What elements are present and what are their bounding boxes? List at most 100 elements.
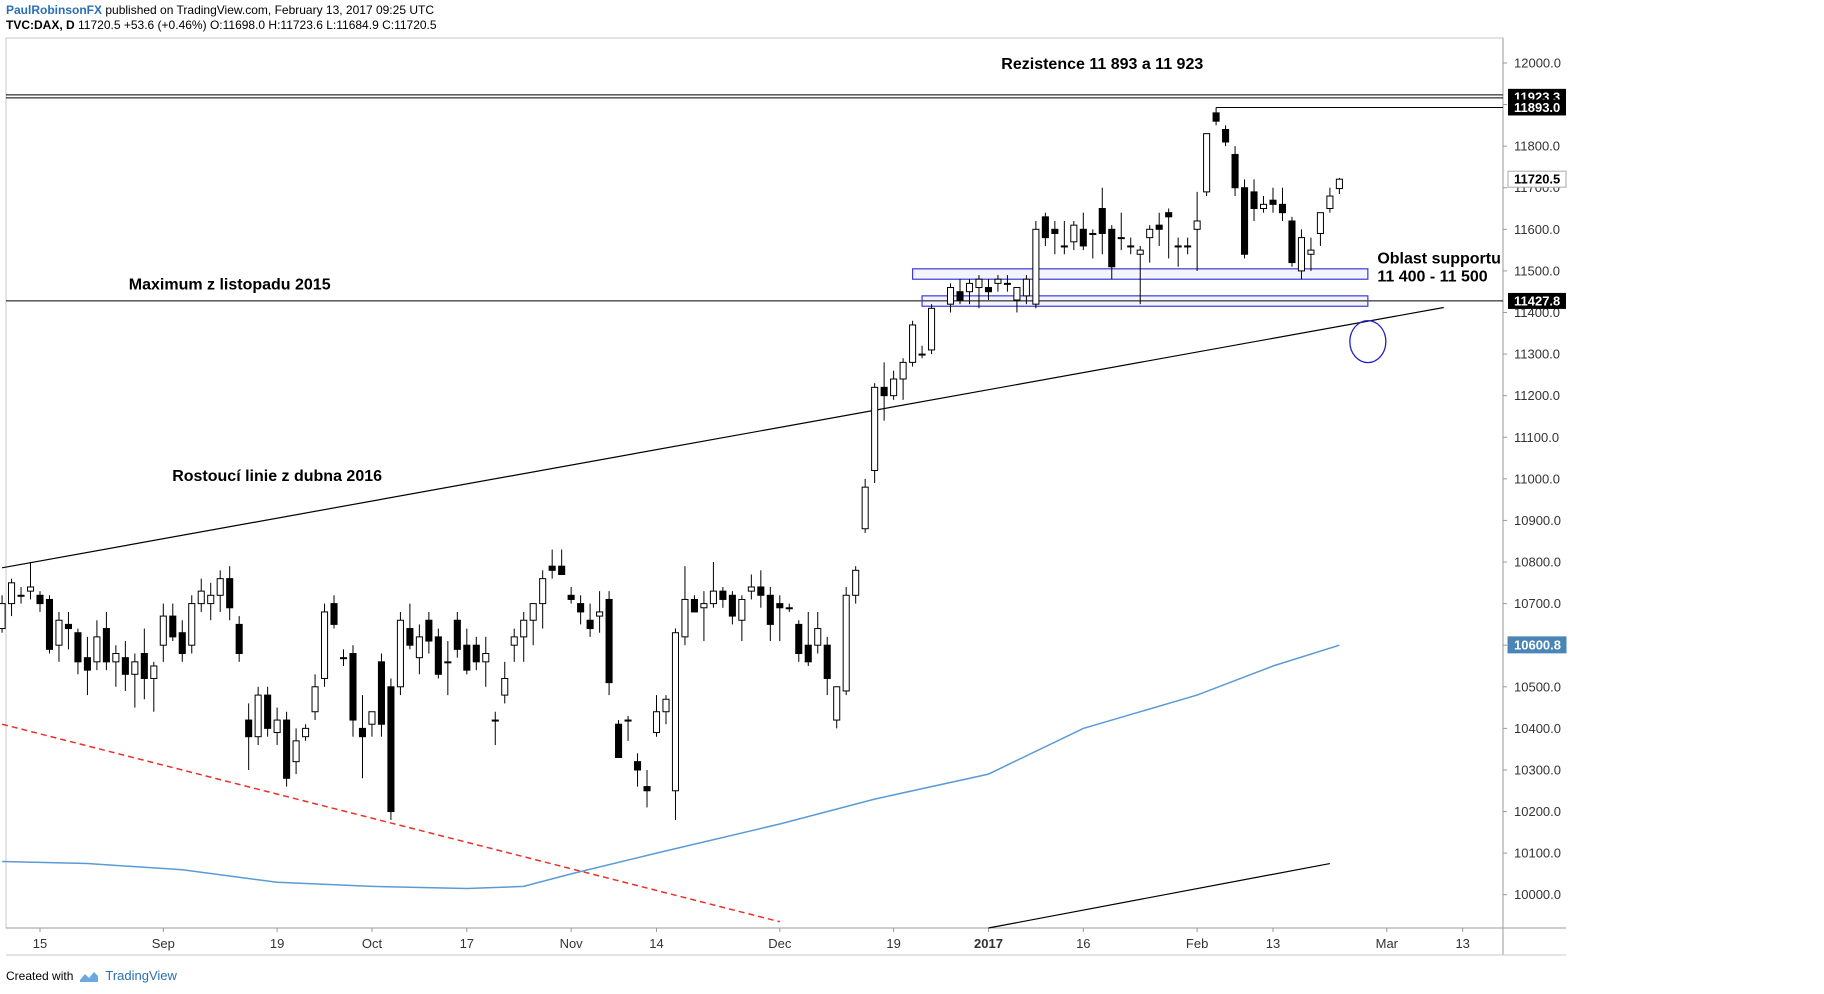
candle-body [131,661,139,675]
candle [330,595,338,629]
x-tick-label: 19 [886,936,900,951]
candle [472,636,480,671]
candle [406,603,414,650]
candle [264,686,272,737]
candle-body [766,594,774,625]
candle [1316,212,1324,246]
candle-body [1041,216,1049,239]
candle [377,653,385,737]
candle [738,595,746,642]
candle-body [8,582,16,605]
candle-body [833,686,841,721]
candle [633,753,642,787]
candle-body [615,723,623,758]
candle [1155,212,1163,246]
candle [700,591,708,642]
candle [918,345,926,359]
candle-body [0,603,6,630]
candle-body [1174,245,1182,248]
candle [0,595,6,633]
candle-body [121,657,129,675]
candle [1108,225,1116,280]
candle-body [150,665,158,679]
candle-body [292,740,300,763]
candle [273,707,281,746]
candle-body [633,761,642,771]
candle-body [1184,245,1192,248]
candle [491,711,499,746]
candle-body [690,598,698,613]
candle [946,283,955,313]
candle-body [852,569,860,596]
candle [1241,179,1249,259]
candle-body [643,786,651,792]
support-box [921,295,1369,307]
candle-body [64,623,72,630]
annotation-text: Maximum z listopadu 2015 [129,277,331,294]
candle [899,358,907,400]
candle-body [349,653,357,721]
y-tick-label: 10800.0 [1514,555,1561,570]
candle [1174,237,1182,267]
price-tag-label: 11720.5 [1514,172,1560,187]
candle [776,595,784,642]
candle [928,304,936,355]
candle [302,724,310,741]
candle [823,636,831,696]
candle-body [406,628,414,646]
candle [880,362,888,421]
candle-body [747,586,755,592]
y-tick-label: 11600.0 [1514,222,1560,237]
candle-body [321,611,329,679]
candle-body [520,619,528,638]
candle [93,620,101,671]
candle-body [804,644,812,663]
candle [728,591,736,625]
candle-body [1193,220,1201,230]
candle [216,570,224,612]
candle-body [339,657,348,660]
candle [1136,245,1144,305]
tradingview-brand[interactable]: TradingView [105,968,177,983]
candle [1193,191,1201,271]
price-tag [1508,99,1566,116]
candle-body [140,653,148,679]
y-tick-label: 10300.0 [1514,762,1561,777]
candle [577,595,585,625]
candle [586,603,594,637]
candle-body [671,632,680,792]
candle [188,595,196,654]
candle [1051,220,1059,255]
author-name[interactable]: PaulRobinsonFX [6,3,102,17]
x-tick-label: Mar [1376,936,1399,951]
candle [624,715,632,741]
candle [558,549,566,575]
candle [178,620,186,662]
candle-body [463,644,471,671]
candle-body [1165,212,1173,218]
candle [121,641,129,691]
candle [1022,275,1030,305]
candle [463,628,471,675]
candle [520,611,528,662]
candle [956,279,964,305]
candle-body [1051,228,1059,234]
x-tick-label: 16 [1076,936,1090,951]
candle [1041,212,1049,246]
candle [140,628,148,700]
candle-body [55,619,63,646]
candle-body [984,287,992,293]
candle [425,611,433,654]
candle-body [880,386,888,397]
annotation-text: Rostoucí linie z dubna 2016 [172,468,382,485]
candle-body [1288,220,1296,264]
ohlc-values: O:11698.0 H:11723.6 L:11684.9 C:11720.5 [209,18,437,32]
candle [766,586,774,642]
candle [596,591,604,633]
candle [539,570,547,629]
candle-body [112,653,120,663]
candle [529,603,537,646]
candle [871,383,879,483]
candle-body [776,603,784,609]
